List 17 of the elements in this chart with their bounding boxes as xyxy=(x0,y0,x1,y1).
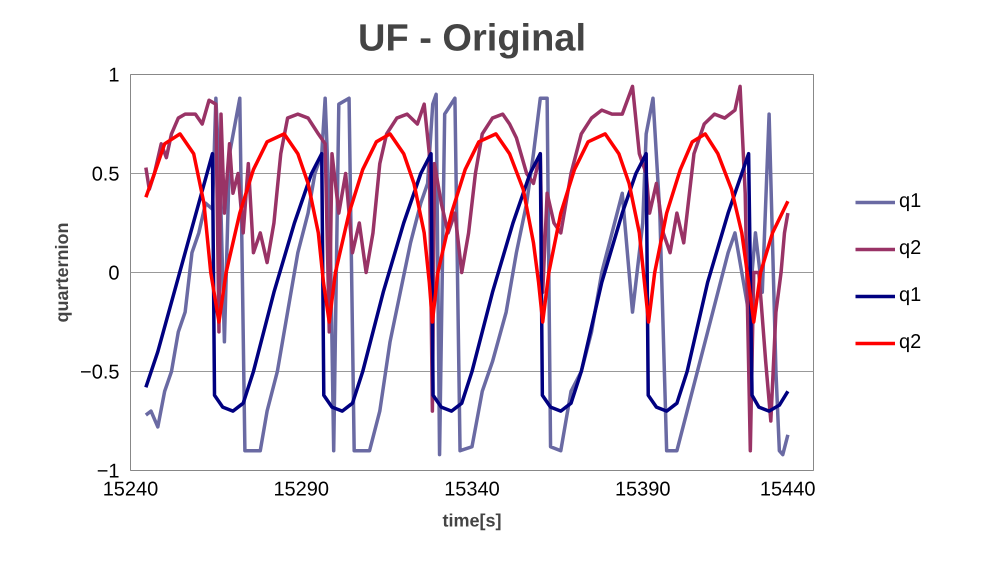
y-tick-label: 0 xyxy=(108,262,120,284)
legend-label: q2 xyxy=(899,331,922,354)
line-series xyxy=(144,152,790,413)
line-series xyxy=(144,132,790,324)
x-tick-label: 15390 xyxy=(614,478,671,500)
x-axis-title: time[s] xyxy=(442,510,502,530)
x-tick-label: 15340 xyxy=(444,478,500,500)
legend-label: q2 xyxy=(899,237,922,260)
y-axis-title: quarternion xyxy=(52,222,72,322)
y-tick-label: −0.5 xyxy=(80,362,120,384)
legend-label: q1 xyxy=(899,190,922,213)
chart-title: UF - Original xyxy=(358,18,586,60)
legend-label: q1 xyxy=(899,284,922,307)
y-tick-label: 0.5 xyxy=(92,164,120,186)
x-tick-label: 15440 xyxy=(760,478,816,500)
x-tick-label: 15290 xyxy=(273,478,330,500)
y-tick-label: 1 xyxy=(108,64,120,86)
